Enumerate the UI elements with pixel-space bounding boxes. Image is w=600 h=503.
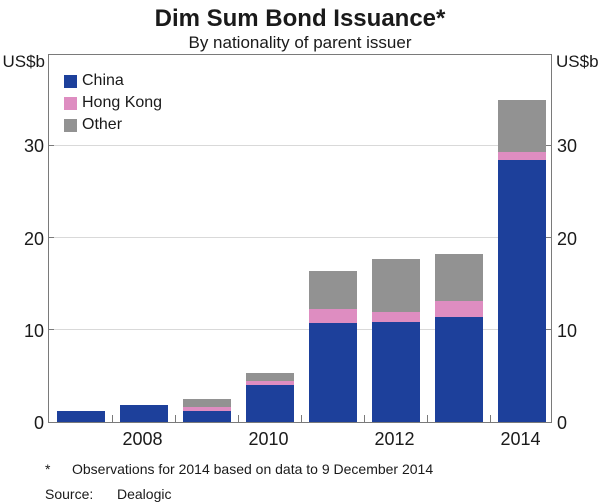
hong-kong-swatch-icon bbox=[64, 96, 77, 110]
bar-segment-2009-hong-kong bbox=[182, 407, 231, 411]
x-tick-boundary-3 bbox=[237, 415, 239, 422]
y-tick-left-30 bbox=[49, 144, 54, 146]
y-axis-label-right-10: 10 bbox=[557, 320, 578, 341]
bar-2011 bbox=[308, 270, 357, 422]
other-swatch-icon bbox=[64, 118, 77, 132]
bar-segment-2013-china bbox=[434, 316, 483, 422]
x-tick-boundary-6 bbox=[426, 415, 428, 422]
bar-segment-2011-hong-kong bbox=[308, 309, 357, 324]
bar-segment-2010-china bbox=[245, 385, 294, 422]
y-tick-left-10 bbox=[49, 329, 54, 331]
y-tick-left-20 bbox=[49, 237, 54, 238]
bar-segment-2014-hong-kong bbox=[497, 151, 546, 161]
legend-label-hong-kong: Hong Kong bbox=[82, 94, 163, 111]
y-axis-unit-left: US$b bbox=[2, 52, 45, 71]
y-axis-label-right-20: 20 bbox=[557, 228, 578, 249]
bar-segment-2012-china bbox=[371, 322, 420, 422]
x-axis-label-2008: 2008 bbox=[122, 429, 163, 449]
source-label: Source: bbox=[45, 486, 94, 502]
legend-item-hong-kong: Hong Kong bbox=[64, 92, 162, 114]
bar-segment-2013-other bbox=[434, 254, 483, 302]
gridline-20 bbox=[49, 237, 551, 238]
chart-legend: China Hong Kong Other bbox=[64, 70, 162, 136]
gridline-30 bbox=[49, 144, 551, 146]
bar-2009 bbox=[182, 398, 231, 422]
bar-segment-2007-china bbox=[56, 410, 105, 422]
x-tick-boundary-1 bbox=[111, 415, 113, 422]
bar-segment-2009-other bbox=[182, 398, 231, 408]
y-axis-label-left-10: 10 bbox=[23, 320, 44, 341]
bar-segment-2013-hong-kong bbox=[434, 301, 483, 317]
plot-canvas bbox=[49, 55, 551, 422]
legend-label-other: Other bbox=[82, 116, 123, 133]
x-tick-boundary-2 bbox=[174, 415, 176, 422]
y-axis-label-left-0: 0 bbox=[33, 413, 44, 433]
bar-segment-2011-other bbox=[308, 270, 357, 310]
y-axis-label-right-30: 30 bbox=[557, 136, 578, 157]
bar-segment-2014-other bbox=[497, 100, 546, 152]
bar-segment-2008-china bbox=[119, 405, 168, 422]
y-tick-right-30 bbox=[546, 144, 551, 146]
y-tick-right-20 bbox=[546, 237, 551, 238]
y-axis-label-right-0: 0 bbox=[557, 413, 568, 433]
gridline-10 bbox=[49, 329, 551, 331]
bar-segment-2010-hong-kong bbox=[245, 381, 294, 386]
legend-label-china: China bbox=[82, 72, 124, 89]
bar-segment-2009-china bbox=[182, 410, 231, 422]
y-axis-label-left-20: 20 bbox=[23, 228, 44, 249]
chart-title: Dim Sum Bond Issuance* bbox=[154, 5, 446, 32]
bar-segment-2012-hong-kong bbox=[371, 312, 420, 323]
x-axis-label-2014: 2014 bbox=[500, 429, 541, 449]
bar-segment-2010-other bbox=[245, 373, 294, 382]
legend-item-china: China bbox=[64, 70, 162, 92]
bar-2007 bbox=[56, 410, 105, 422]
plot-area: China Hong Kong Other bbox=[48, 54, 552, 423]
bar-2012 bbox=[371, 258, 420, 422]
bar-2013 bbox=[434, 254, 483, 422]
bar-2008 bbox=[119, 405, 168, 422]
source-value: Dealogic bbox=[117, 486, 172, 502]
chart-subtitle: By nationality of parent issuer bbox=[188, 33, 412, 52]
x-tick-boundary-4 bbox=[300, 415, 302, 422]
x-axis-label-2010: 2010 bbox=[248, 429, 289, 449]
x-tick-boundary-7 bbox=[489, 415, 491, 422]
bar-2010 bbox=[245, 373, 294, 422]
x-tick-boundary-5 bbox=[363, 415, 365, 422]
footnote-text: Observations for 2014 based on data to 9… bbox=[72, 461, 434, 477]
footnote-marker: * bbox=[45, 461, 51, 477]
y-tick-right-10 bbox=[546, 329, 551, 331]
legend-item-other: Other bbox=[64, 114, 162, 136]
bar-segment-2014-china bbox=[497, 160, 546, 422]
y-axis-unit-right: US$b bbox=[556, 52, 599, 71]
bar-segment-2011-china bbox=[308, 323, 357, 422]
bar-2014 bbox=[497, 100, 546, 422]
y-axis-label-left-30: 30 bbox=[23, 136, 44, 157]
china-swatch-icon bbox=[64, 74, 77, 88]
x-axis-label-2012: 2012 bbox=[374, 429, 415, 449]
bar-segment-2012-other bbox=[371, 258, 420, 313]
